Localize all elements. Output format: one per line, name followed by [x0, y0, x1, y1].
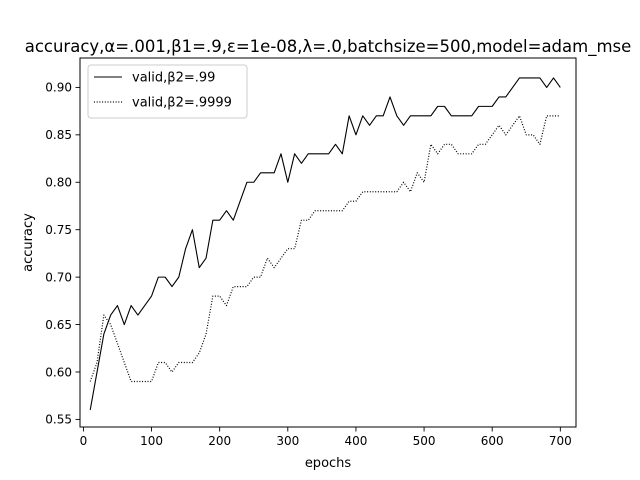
series-layer: [89, 77, 561, 411]
plot-frame: [79, 57, 577, 428]
legend: valid,β2=.99 valid,β2=.9999: [87, 64, 248, 119]
series-line-2: [89, 115, 561, 383]
y-tick-label: 0.70: [45, 270, 72, 284]
x-tick-label: 100: [140, 434, 163, 448]
x-tick-label: 700: [549, 434, 572, 448]
y-axis: 0.55 0.60 0.65 0.70 0.75 0.80 0.85 0.90: [45, 81, 80, 427]
x-tick-label: 0: [80, 434, 88, 448]
x-tick-label: 600: [481, 434, 504, 448]
y-tick-label: 0.55: [45, 413, 72, 427]
x-tick-label: 500: [413, 434, 436, 448]
y-tick-label: 0.60: [45, 365, 72, 379]
y-axis-label: accuracy: [21, 213, 36, 272]
legend-label-2: valid,β2=.9999: [132, 96, 232, 111]
y-tick-label: 0.65: [45, 318, 72, 332]
y-tick-label: 0.90: [45, 81, 72, 95]
x-tick-label: 200: [208, 434, 231, 448]
chart-title: accuracy,α=.001,β1=.9,ε=1e-08,λ=.0,batch…: [25, 37, 632, 57]
series-line-1: [89, 77, 561, 411]
x-tick-label: 400: [344, 434, 367, 448]
legend-box: [87, 64, 248, 119]
legend-label-1: valid,β2=.99: [132, 71, 215, 86]
y-tick-label: 0.75: [45, 223, 72, 237]
x-axis-label: epochs: [305, 456, 352, 471]
y-tick-label: 0.85: [45, 128, 72, 142]
x-axis: 0 100 200 300 400 500 600 700: [80, 427, 572, 448]
x-tick-label: 300: [276, 434, 299, 448]
y-tick-label: 0.80: [45, 176, 72, 190]
